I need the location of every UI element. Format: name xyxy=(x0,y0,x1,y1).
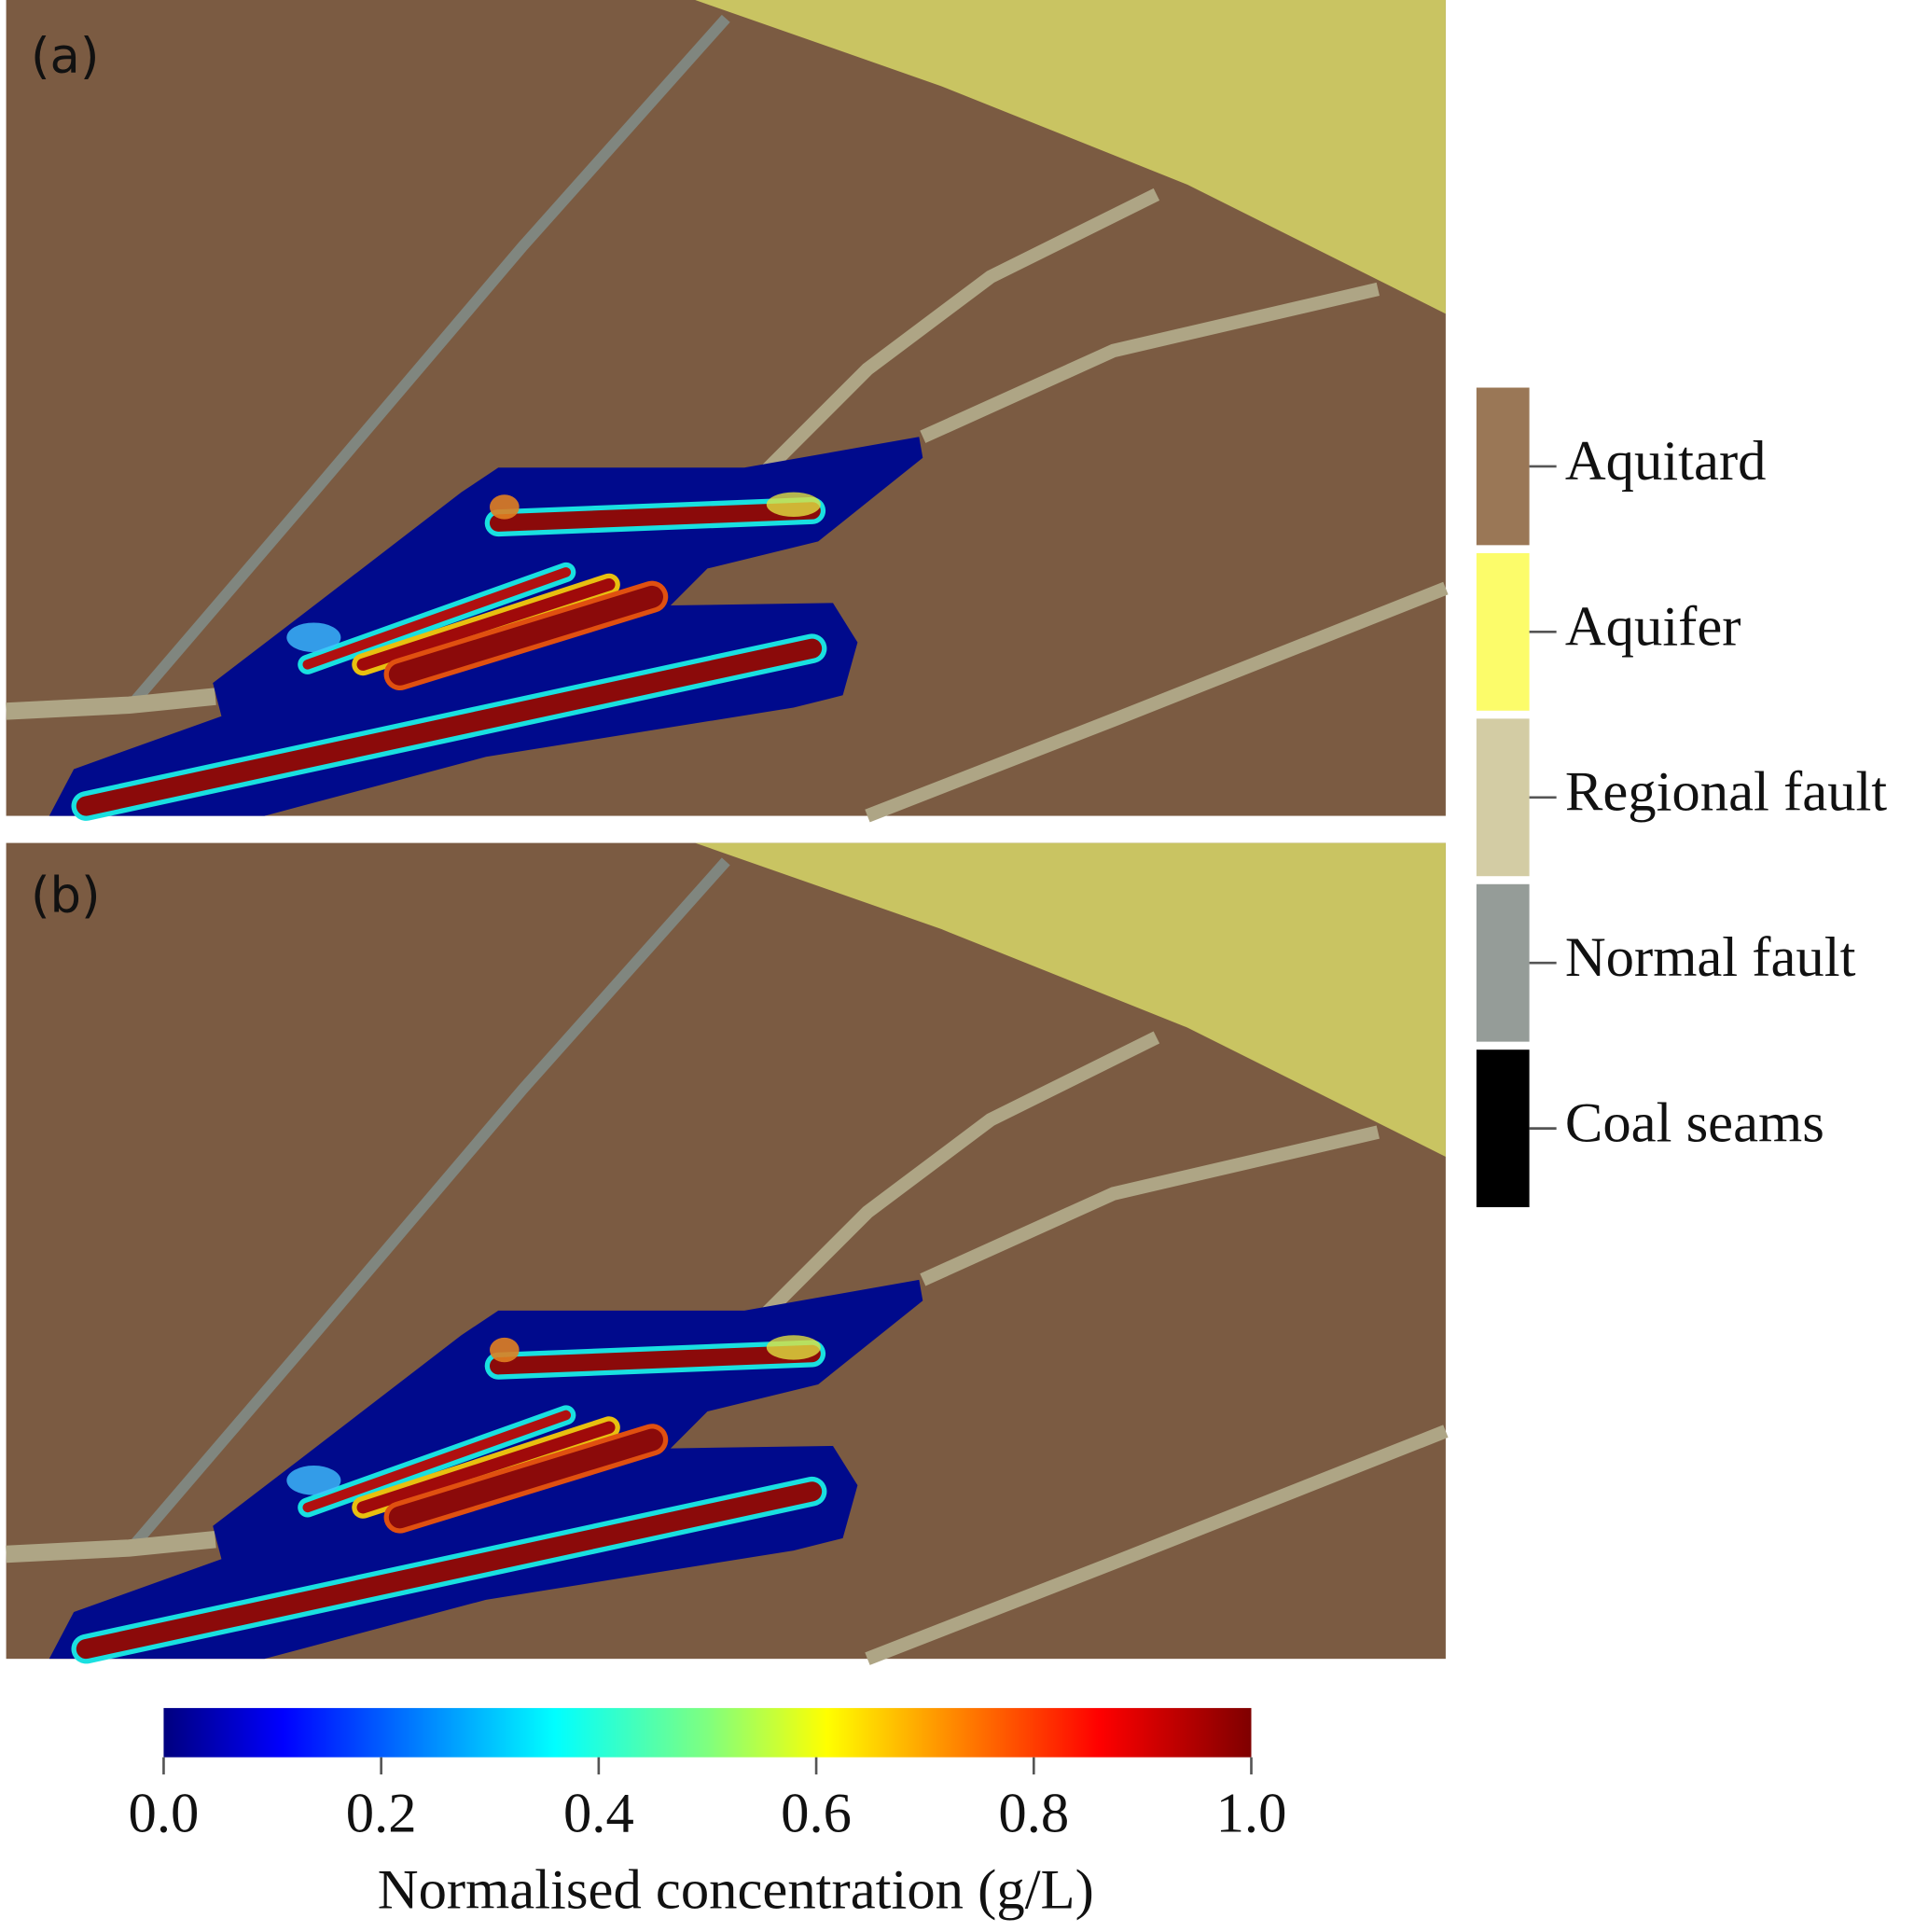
legend-swatch xyxy=(1476,552,1530,711)
legend-label: Aquitard xyxy=(1565,430,1767,493)
colorbar-tick-label: 0.0 xyxy=(129,1783,200,1845)
panel-label: (b) xyxy=(31,868,101,924)
legend-label: Coal seams xyxy=(1565,1092,1824,1155)
colorbar-tick-label: 0.6 xyxy=(781,1783,852,1845)
legend-swatch xyxy=(1476,1049,1530,1208)
legend-label: Normal fault xyxy=(1565,926,1856,989)
colorbar xyxy=(163,1707,1252,1758)
legend-swatch xyxy=(1476,387,1530,546)
panel-a-map xyxy=(7,0,1446,816)
colorbar-tick-label: 1.0 xyxy=(1216,1783,1287,1845)
panel-b-map xyxy=(7,843,1446,1660)
colorbar-tick-label: 0.8 xyxy=(998,1783,1069,1845)
colorbar-tick-label: 0.2 xyxy=(346,1783,417,1845)
colorbar-label: Normalised concentration (g/L) xyxy=(378,1858,1094,1921)
legend-swatch xyxy=(1476,718,1530,877)
panel-label: (a) xyxy=(31,28,99,85)
colorbar-tick-label: 0.4 xyxy=(563,1783,634,1845)
legend-swatch xyxy=(1476,883,1530,1042)
legend-label: Aquifer xyxy=(1565,595,1741,658)
legend-label: Regional fault xyxy=(1565,761,1887,824)
